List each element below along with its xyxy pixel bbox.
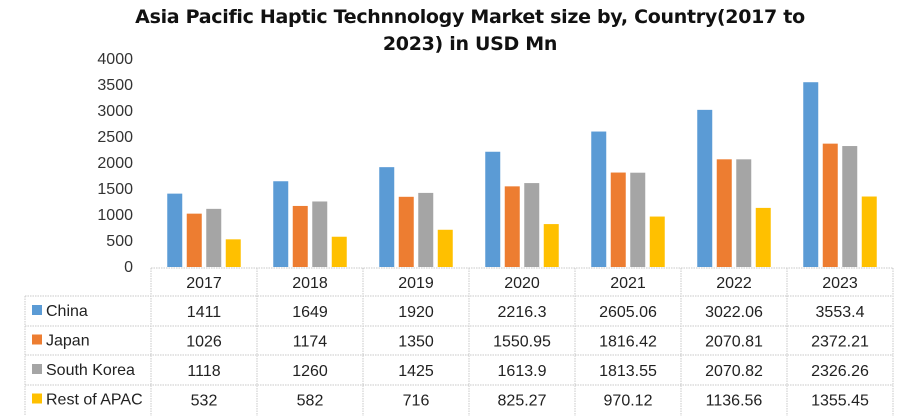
data-label: 2605.06 xyxy=(599,304,657,321)
legend-swatch xyxy=(32,393,42,404)
bar-china-2022 xyxy=(697,109,713,268)
data-table: 2017 2018 2019 2020 2021 2022 2023 China 1411 164… xyxy=(24,267,894,416)
bar-south-korea-2018 xyxy=(312,201,328,267)
data-label: 2070.81 xyxy=(705,334,763,351)
bar-japan-2017 xyxy=(186,213,202,267)
data-label: 2326.26 xyxy=(811,363,869,380)
bar-japan-2023 xyxy=(822,143,838,267)
bar-south-korea-2019 xyxy=(418,192,434,267)
data-label: 2070.82 xyxy=(705,363,763,380)
x-tick-label: 2020 xyxy=(504,275,540,292)
legend-label: Rest of APAC xyxy=(46,392,143,409)
data-label: 1350 xyxy=(398,334,434,351)
data-label: 1355.45 xyxy=(811,393,869,410)
y-tick-label: 1000 xyxy=(97,207,133,224)
bar-china-2018 xyxy=(273,181,289,267)
bar-china-2021 xyxy=(591,131,607,267)
x-tick-label: 2017 xyxy=(186,275,222,292)
bar-rest-of-apac-2023 xyxy=(861,196,877,267)
x-tick-label: 2022 xyxy=(716,275,752,292)
bar-japan-2020 xyxy=(504,186,520,267)
legend-swatch xyxy=(32,364,42,374)
data-label: 1649 xyxy=(292,304,328,321)
x-tick-label: 2018 xyxy=(292,275,328,292)
legend-label: China xyxy=(46,303,88,320)
bars xyxy=(167,82,877,268)
data-label: 3553.4 xyxy=(816,304,865,321)
bar-rest-of-apac-2020 xyxy=(543,224,559,267)
legend-label: Japan xyxy=(46,333,90,350)
bar-china-2019 xyxy=(379,167,395,267)
data-label: 532 xyxy=(191,393,218,410)
y-tick-label: 500 xyxy=(106,233,133,250)
bar-south-korea-2023 xyxy=(842,146,858,267)
data-label: 716 xyxy=(403,393,430,410)
data-label: 1136.56 xyxy=(706,393,763,410)
y-tick-label: 3500 xyxy=(97,77,133,94)
x-tick-label: 2023 xyxy=(822,275,858,292)
data-label: 582 xyxy=(297,393,324,410)
bar-rest-of-apac-2022 xyxy=(755,207,771,267)
y-tick-label: 2500 xyxy=(97,129,133,146)
y-axis: 0 500 1000 1500 2000 2500 3000 3500 4000 xyxy=(97,51,133,276)
data-label: 1813.55 xyxy=(599,363,657,380)
data-label: 1816.42 xyxy=(599,334,657,351)
data-label: 1118 xyxy=(187,363,220,380)
data-label: 1260 xyxy=(292,363,328,380)
bar-rest-of-apac-2021 xyxy=(649,216,665,267)
bar-japan-2019 xyxy=(398,196,414,267)
bar-rest-of-apac-2019 xyxy=(437,229,453,267)
chart-title-line-1: Asia Pacific Haptic Technnology Market s… xyxy=(135,6,805,28)
bar-china-2020 xyxy=(485,151,501,267)
bar-japan-2022 xyxy=(716,159,732,267)
bar-south-korea-2020 xyxy=(524,183,540,267)
data-label: 3022.06 xyxy=(705,304,763,321)
data-label: 970.12 xyxy=(604,393,653,410)
y-tick-label: 1500 xyxy=(97,181,133,198)
data-label: 1174 xyxy=(293,334,328,351)
y-tick-label: 3000 xyxy=(97,103,133,120)
y-tick-label: 4000 xyxy=(97,51,133,68)
bar-rest-of-apac-2018 xyxy=(331,236,347,267)
data-label: 1613.9 xyxy=(498,363,547,380)
y-tick-label: 0 xyxy=(124,259,133,276)
chart-title: Asia Pacific Haptic Technnology Market s… xyxy=(100,4,840,58)
x-tick-label: 2021 xyxy=(610,275,646,292)
data-label: 1411 xyxy=(187,304,222,321)
x-tick-label: 2019 xyxy=(398,275,434,292)
data-label: 1550.95 xyxy=(493,334,551,351)
bar-rest-of-apac-2017 xyxy=(225,239,241,267)
bar-japan-2018 xyxy=(292,205,308,267)
chart-title-line-2: 2023) in USD Mn xyxy=(382,33,558,55)
bar-south-korea-2022 xyxy=(736,159,752,267)
legend-swatch xyxy=(32,334,42,345)
data-label: 1920 xyxy=(398,304,434,321)
bar-china-2023 xyxy=(803,82,819,267)
data-label: 1425 xyxy=(398,363,434,380)
bar-south-korea-2017 xyxy=(206,208,222,267)
legend-label: South Korea xyxy=(46,362,135,379)
data-label: 825.27 xyxy=(498,393,547,410)
bar-south-korea-2021 xyxy=(630,172,646,267)
bar-china-2017 xyxy=(167,193,183,267)
legend-swatch xyxy=(32,305,42,315)
y-tick-label: 2000 xyxy=(97,155,133,172)
data-label: 2372.21 xyxy=(811,334,869,351)
data-label: 1026 xyxy=(186,334,222,351)
data-label: 2216.3 xyxy=(498,304,547,321)
bar-japan-2021 xyxy=(610,172,626,267)
